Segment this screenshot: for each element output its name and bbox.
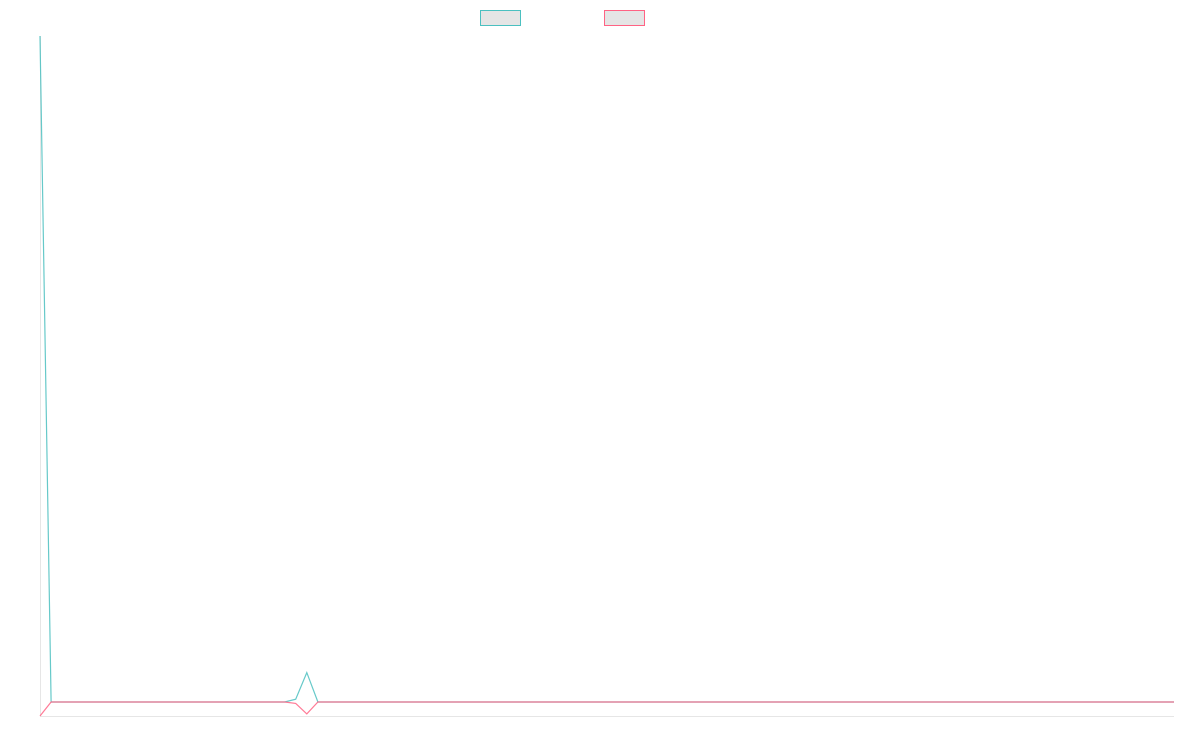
legend <box>480 10 645 26</box>
legend-swatch-2[interactable] <box>604 10 645 26</box>
series-line-2 <box>39 701 1174 717</box>
series-line-1 <box>39 35 1174 703</box>
legend-swatch-1[interactable] <box>480 10 521 26</box>
